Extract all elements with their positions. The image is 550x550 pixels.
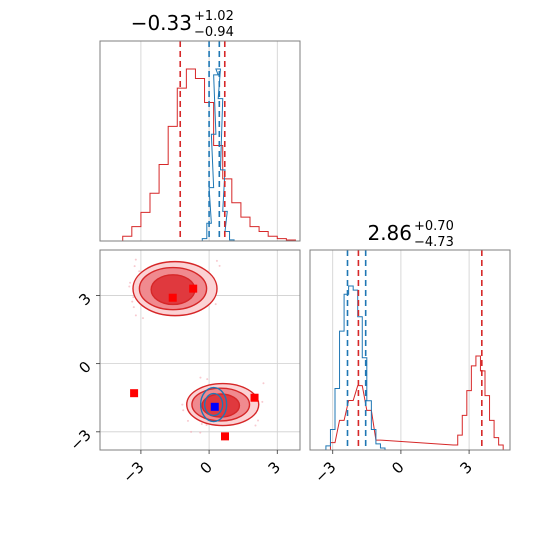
sample-dot [186, 419, 189, 422]
panel-title-value: −0.33 [131, 11, 192, 35]
sample-dot [214, 303, 217, 306]
histogram-series-1 [325, 285, 386, 450]
sample-dot [199, 431, 202, 434]
sample-dot [182, 409, 185, 412]
sample-dot [200, 423, 203, 426]
sample-dot [131, 300, 134, 303]
scatter-panel-bottom-left [96, 249, 301, 454]
marker-0 [168, 293, 177, 302]
x-tick-label: 0 [388, 458, 407, 477]
histogram-panel-top-left [99, 40, 301, 242]
sample-dot [128, 285, 131, 288]
histogram-series-1 [201, 68, 235, 241]
sample-dot [199, 376, 202, 379]
x-tick-label: 3 [456, 458, 475, 477]
sample-dot [190, 430, 193, 433]
x-tick-label: 3 [265, 458, 284, 477]
sample-dot [218, 264, 221, 267]
panel-title-lower: −4.73 [414, 235, 454, 250]
sample-dot [262, 382, 265, 385]
marker-3 [250, 393, 259, 402]
sample-dot [254, 424, 257, 427]
x-tick-label: 0 [196, 458, 215, 477]
marker-1 [189, 284, 198, 293]
panel-title-value: 2.86 [367, 221, 412, 245]
contour-blue-outer [199, 386, 228, 423]
sample-dot [133, 265, 136, 268]
panel-title-lower: −0.94 [194, 25, 234, 40]
contour-blue-inner [203, 392, 224, 417]
panel-frame [99, 249, 301, 451]
sample-dot [205, 424, 208, 427]
sample-dot [129, 281, 132, 284]
panel-title-upper: +1.02 [194, 9, 234, 24]
contour-inner [201, 393, 241, 418]
sample-dot [206, 378, 209, 381]
y-tick-label: 0 [75, 358, 94, 377]
panel-frame [309, 249, 511, 451]
y-tick-label: 3 [75, 290, 94, 309]
sample-dot [141, 317, 144, 320]
sample-dot [261, 400, 264, 403]
histogram-panel-bottom-right [309, 249, 511, 454]
marker-4 [221, 432, 229, 441]
sample-dot [134, 314, 137, 317]
sample-dot [215, 259, 218, 262]
x-tick-label: −3 [311, 458, 339, 486]
sample-dot [134, 258, 137, 261]
sample-dot [181, 403, 184, 406]
sample-dot [257, 419, 260, 422]
sample-dot [132, 306, 135, 309]
marker-5 [210, 402, 219, 411]
sample-dot [138, 270, 141, 273]
panel-title-upper: +0.70 [414, 219, 454, 234]
marker-2 [130, 389, 139, 398]
x-tick-label: −3 [119, 458, 147, 486]
panel-frame [99, 40, 301, 242]
sample-dot [132, 296, 135, 299]
y-tick-label: −3 [66, 426, 94, 454]
histogram-series-0 [329, 355, 504, 450]
